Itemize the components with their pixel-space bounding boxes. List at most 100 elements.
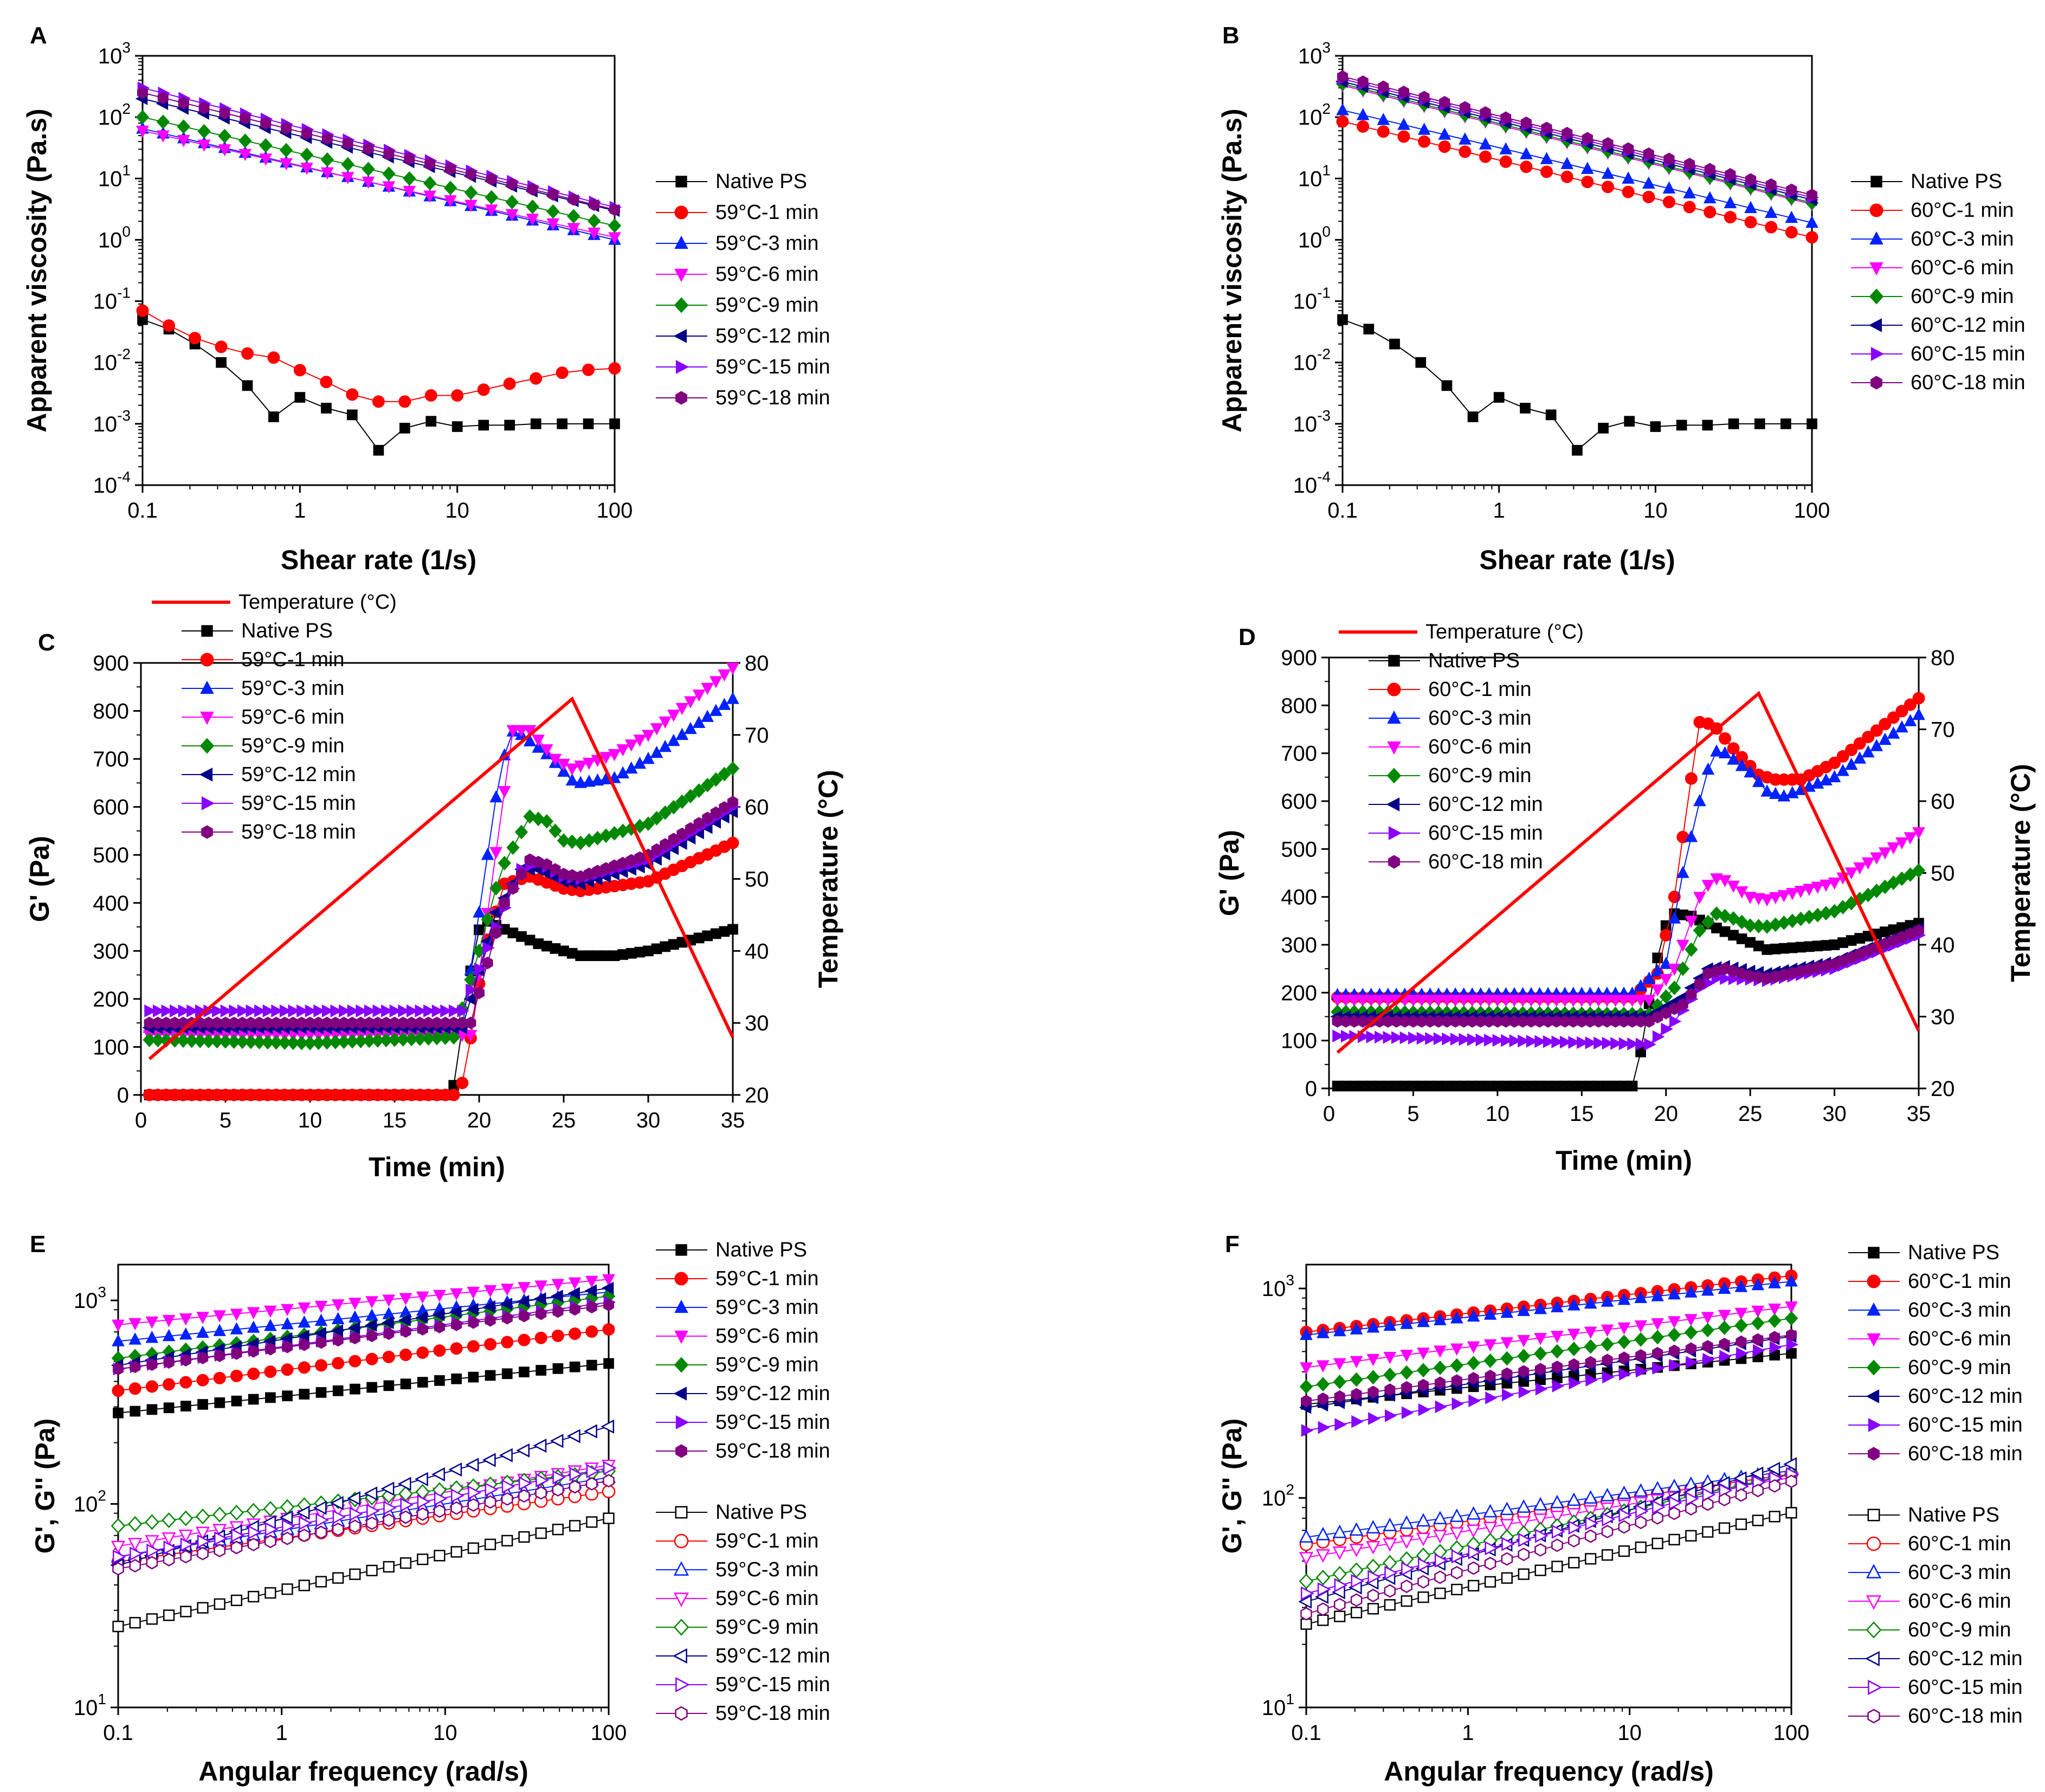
data-point: [1634, 979, 1647, 991]
data-point: [1853, 751, 1867, 764]
data-point: [332, 1357, 345, 1370]
data-point: [1467, 1033, 1480, 1046]
data-point: [1317, 1602, 1329, 1616]
data-point: [726, 692, 739, 704]
data-point: [574, 776, 588, 788]
data-point: [1336, 103, 1349, 115]
series-60-c-18-min-open: [1300, 1474, 1797, 1621]
data-point: [1584, 1339, 1597, 1354]
data-point: [197, 124, 211, 139]
data-point: [1560, 170, 1573, 183]
y-tick-label: 700: [1281, 742, 1317, 766]
data-point: [477, 383, 490, 396]
legend-label: 59°C-1 min: [715, 201, 818, 224]
data-point: [569, 1327, 582, 1340]
series-59-c-6-min: [112, 1274, 615, 1332]
series-native-ps-open: [1300, 1507, 1797, 1630]
legend-marker: [1866, 1564, 1882, 1578]
data-point: [659, 739, 672, 752]
data-point: [212, 1524, 227, 1538]
data-point: [1517, 1304, 1531, 1316]
y2-tick-label: 30: [1931, 1005, 1955, 1029]
series-line: [118, 1363, 609, 1414]
data-point: [601, 1419, 615, 1434]
data-point: [1585, 1553, 1597, 1565]
data-point: [1518, 1365, 1530, 1378]
data-point: [1485, 1369, 1496, 1383]
data-point: [136, 109, 150, 125]
data-point: [1550, 1344, 1564, 1359]
data-point: [1333, 1375, 1346, 1389]
legend-label: Temperature (°C): [1425, 621, 1584, 643]
data-point: [464, 185, 478, 200]
data-point: [569, 1361, 580, 1372]
data-point: [1895, 837, 1908, 850]
legend-label: 60°C-12 min: [1428, 793, 1543, 816]
legend-label: 60°C-3 min: [1428, 707, 1531, 730]
data-point: [1677, 998, 1688, 1011]
y2-axis-label: Temperature (°C): [813, 770, 843, 988]
data-point: [1780, 418, 1791, 429]
data-point: [1744, 216, 1757, 229]
data-point: [1351, 1415, 1364, 1428]
data-point: [315, 1525, 327, 1539]
y-tick-base: 10: [1293, 412, 1318, 436]
data-point: [1710, 744, 1723, 757]
data-point: [667, 733, 680, 746]
data-point: [1317, 1326, 1330, 1338]
y-tick-exp: -1: [117, 285, 131, 301]
data-point: [569, 1480, 581, 1494]
data-point: [406, 1004, 419, 1017]
data-point: [399, 1293, 412, 1305]
data-point: [400, 1378, 411, 1390]
data-point: [1634, 1483, 1648, 1497]
data-point: [398, 1004, 410, 1017]
data-point: [346, 388, 359, 401]
data-point: [1785, 225, 1798, 238]
data-point: [218, 144, 231, 157]
y-tick-base: 10: [93, 412, 118, 436]
data-point: [1509, 1034, 1522, 1047]
data-point: [483, 1300, 495, 1313]
legend-label: 59°C-9 min: [715, 294, 818, 317]
data-point: [1642, 971, 1656, 984]
legend-label: Native PS: [715, 1239, 807, 1261]
data-point: [247, 1307, 260, 1319]
data-point: [1622, 171, 1635, 184]
legend: Temperature (°C) Native PS 59°C-1 min 59°C-…: [152, 591, 397, 843]
data-point: [465, 1016, 476, 1029]
data-point: [447, 1088, 460, 1101]
data-point: [163, 1552, 175, 1567]
data-point: [1383, 1030, 1395, 1044]
data-point: [341, 157, 354, 172]
legend-marker: [673, 329, 687, 343]
y-tick-label: 10-4: [1293, 468, 1331, 498]
legend-marker: [1386, 768, 1402, 784]
legend-marker: [1387, 710, 1401, 724]
x-tick-label: 30: [636, 1108, 661, 1132]
data-point: [586, 1301, 597, 1314]
data-point: [1602, 1353, 1613, 1366]
data-point: [1315, 1569, 1331, 1585]
data-point: [1767, 1313, 1782, 1328]
data-point: [1317, 1360, 1330, 1372]
data-point: [602, 1323, 615, 1336]
legend-marker: [199, 768, 213, 782]
data-point: [1701, 914, 1715, 930]
data-point: [1685, 942, 1698, 957]
data-point: [1499, 142, 1513, 154]
data-point: [552, 1305, 564, 1318]
data-point: [1684, 1325, 1698, 1340]
data-point: [1500, 111, 1512, 124]
data-point: [130, 1361, 141, 1374]
series-60-c-15-min: [1301, 1338, 1799, 1437]
data-point: [1668, 1533, 1680, 1545]
data-point: [1623, 142, 1634, 155]
data-point: [129, 1559, 141, 1573]
x-axis-label: Shear rate (1/s): [281, 545, 476, 575]
data-point: [380, 1481, 395, 1496]
data-point: [434, 1491, 448, 1506]
y-tick-label: 102: [1298, 100, 1331, 130]
data-point: [1566, 1492, 1581, 1506]
